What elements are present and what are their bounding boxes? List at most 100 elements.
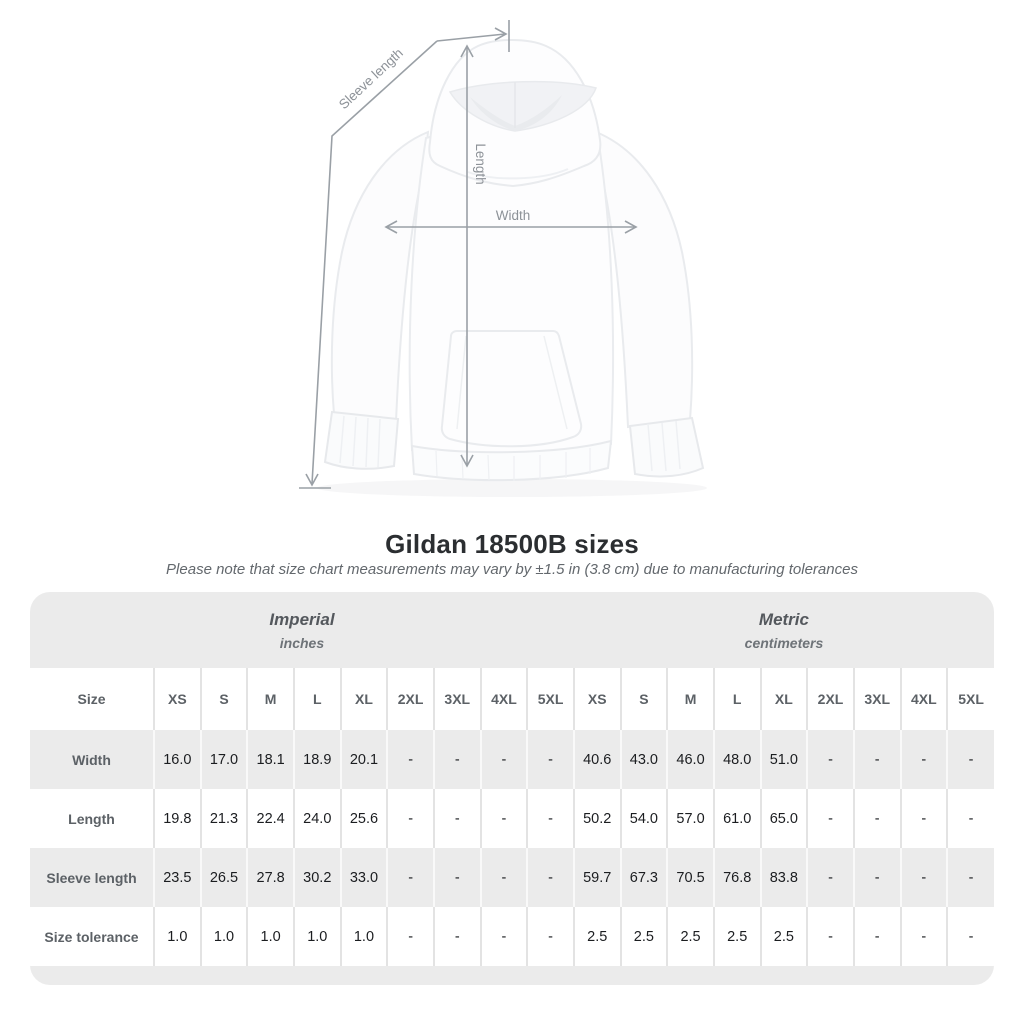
row-label: Sleeve length <box>30 848 154 907</box>
size-col-header-imperial-l: L <box>292 668 341 730</box>
value-cell: - <box>479 848 528 907</box>
value-cell: 43.0 <box>619 730 668 789</box>
unit-header-row: Imperial inches Metric centimeters <box>30 592 994 668</box>
value-cell: - <box>479 730 528 789</box>
sleeve-length-arrow <box>299 20 510 489</box>
size-col-header-metric-4xl: 4XL <box>899 668 948 730</box>
kangaroo-pocket <box>440 330 583 448</box>
value-cell: - <box>479 907 528 966</box>
table-row-width: Width 16.0 17.0 18.1 18.9 20.1- - - -40.6 43.0 46.… <box>30 730 994 789</box>
width-label: Width <box>496 208 531 223</box>
imperial-unit-label: inches <box>279 634 325 651</box>
value-cell: - <box>386 907 434 966</box>
value-cell: 2.5 <box>572 907 621 966</box>
value-cell: - <box>899 730 948 789</box>
left-cuff <box>323 410 400 470</box>
value-cell: - <box>806 848 854 907</box>
hoodie-measurement-diagram: Sleeve length Length Width <box>299 20 707 497</box>
metric-label: Metric <box>758 609 809 629</box>
value-cell: 2.5 <box>666 907 714 966</box>
value-cell: - <box>946 848 994 907</box>
value-cell: 27.8 <box>246 848 294 907</box>
size-col-header-metric-l: L <box>712 668 761 730</box>
width-arrow <box>384 220 638 234</box>
table-row-length: Length 19.8 21.3 22.4 24.0 25.6- - - -50.2 54.0 57… <box>30 789 994 848</box>
value-cell: - <box>432 907 481 966</box>
value-cell: 2.5 <box>712 907 761 966</box>
value-cell: 23.5 <box>153 848 201 907</box>
value-cell: 76.8 <box>712 848 761 907</box>
value-cell: - <box>806 789 854 848</box>
hood-opening <box>448 80 597 132</box>
value-cell: 22.4 <box>246 789 294 848</box>
value-cell: 1.0 <box>339 907 388 966</box>
value-cell: 65.0 <box>759 789 808 848</box>
value-cell: - <box>806 730 854 789</box>
value-cell: - <box>899 789 948 848</box>
value-cell: - <box>852 907 901 966</box>
size-col-header-imperial-4xl: 4XL <box>479 668 528 730</box>
value-cell: 59.7 <box>572 848 621 907</box>
size-col-header-metric-xs: XS <box>572 668 621 730</box>
right-cuff <box>628 416 705 478</box>
value-cell: 2.5 <box>619 907 668 966</box>
size-col-header-imperial-2xl: 2XL <box>386 668 434 730</box>
left-sleeve <box>330 130 430 423</box>
value-cell: 46.0 <box>666 730 714 789</box>
value-cell: 21.3 <box>199 789 248 848</box>
value-cell: - <box>526 907 574 966</box>
value-cell: - <box>852 789 901 848</box>
size-col-header-imperial-5xl: 5XL <box>526 668 574 730</box>
size-col-header-metric-3xl: 3XL <box>852 668 901 730</box>
size-col-header-metric-s: S <box>619 668 668 730</box>
value-cell: - <box>386 789 434 848</box>
page-title: Gildan 18500B sizes <box>385 529 639 559</box>
value-cell: - <box>526 848 574 907</box>
size-col-header-imperial-3xl: 3XL <box>432 668 481 730</box>
value-cell: 16.0 <box>153 730 201 789</box>
value-cell: 1.0 <box>246 907 294 966</box>
value-cell: - <box>852 848 901 907</box>
size-col-header-metric-2xl: 2XL <box>806 668 854 730</box>
size-chart-panel: Imperial inches Metric centimeters Size … <box>30 592 994 985</box>
value-cell: 1.0 <box>199 907 248 966</box>
size-col-header-metric-m: M <box>666 668 714 730</box>
hoodie-graphic <box>317 39 707 497</box>
value-cell: - <box>899 848 948 907</box>
length-label: Length <box>473 143 488 184</box>
value-cell: 2.5 <box>759 907 808 966</box>
value-cell: 18.9 <box>292 730 341 789</box>
hem-band <box>410 439 613 482</box>
value-cell: 33.0 <box>339 848 388 907</box>
value-cell: 67.3 <box>619 848 668 907</box>
value-cell: 18.1 <box>246 730 294 789</box>
value-cell: - <box>806 907 854 966</box>
size-col-header-metric-5xl: 5XL <box>946 668 994 730</box>
size-col-header-imperial-xl: XL <box>339 668 388 730</box>
metric-unit-label: centimeters <box>744 634 824 651</box>
length-arrow <box>460 44 474 468</box>
value-cell: - <box>899 907 948 966</box>
value-cell: - <box>946 789 994 848</box>
size-header-row: Size XS S M L XL 2XL 3XL 4XL 5XL XS S M L XL 2XL 3XL 4XL… <box>30 668 994 730</box>
value-cell: - <box>526 730 574 789</box>
imperial-label: Imperial <box>269 609 335 629</box>
metric-group-header: Metric centimeters <box>574 592 994 668</box>
value-cell: 19.8 <box>153 789 201 848</box>
value-cell: 30.2 <box>292 848 341 907</box>
value-cell: 70.5 <box>666 848 714 907</box>
value-cell: - <box>432 848 481 907</box>
tolerance-note: Please note that size chart measurements… <box>166 561 858 578</box>
value-cell: - <box>526 789 574 848</box>
table-row-sleeve-length: Sleeve length 23.5 26.5 27.8 30.2 33.0- - - -59.… <box>30 848 994 907</box>
value-cell: 57.0 <box>666 789 714 848</box>
value-cell: 1.0 <box>153 907 201 966</box>
row-label: Length <box>30 789 154 848</box>
measurement-arrows <box>299 20 638 489</box>
value-cell: - <box>386 848 434 907</box>
value-cell: - <box>386 730 434 789</box>
row-label: Width <box>30 730 154 789</box>
table-row-size-tolerance: Size tolerance 1.0 1.0 1.0 1.0 1.0- - - -2.5 2.5 2… <box>30 907 994 966</box>
right-sleeve <box>594 130 694 429</box>
